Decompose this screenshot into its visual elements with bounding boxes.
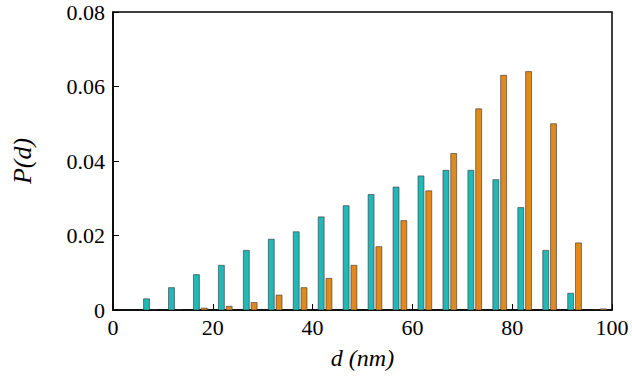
svg-text:40: 40 xyxy=(302,315,324,340)
svg-text:80: 80 xyxy=(501,315,523,340)
svg-text:20: 20 xyxy=(202,315,224,340)
svg-text:d (nm): d (nm) xyxy=(331,345,394,371)
svg-text:0.08: 0.08 xyxy=(67,0,106,25)
svg-text:100: 100 xyxy=(596,315,629,340)
svg-text:0.02: 0.02 xyxy=(67,223,106,248)
svg-text:P(d): P(d) xyxy=(8,138,37,185)
svg-text:0.06: 0.06 xyxy=(67,74,106,99)
svg-text:0: 0 xyxy=(94,298,105,323)
svg-text:60: 60 xyxy=(401,315,423,340)
svg-text:0.04: 0.04 xyxy=(67,149,106,174)
svg-text:0: 0 xyxy=(108,315,119,340)
